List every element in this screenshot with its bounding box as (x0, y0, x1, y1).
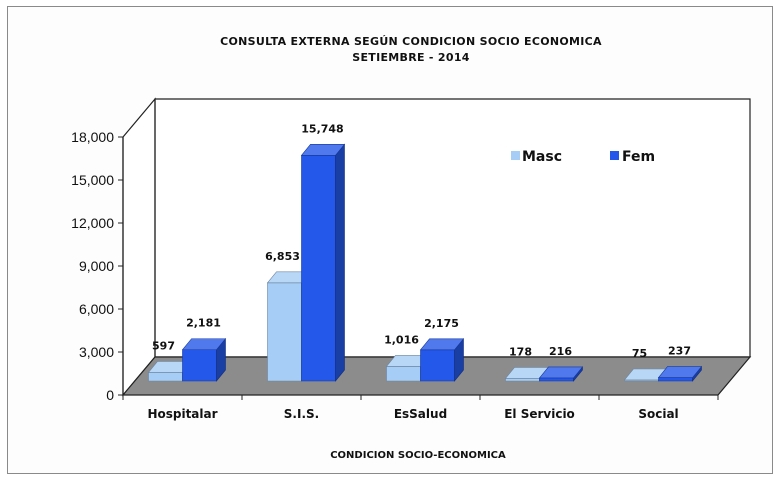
data-label-masc-hospitalar: 597 (152, 339, 175, 352)
x-tick-label: Hospitalar (147, 407, 217, 421)
bar-fem-essalud (419, 337, 465, 382)
bar-fem-hospitalar (181, 337, 227, 382)
y-axis: 0 3,000 6,000 9,000 12,000 15,000 18,000 (71, 129, 124, 403)
x-axis: Hospitalar S.I.S. EsSalud El Servicio Social (122, 395, 719, 421)
data-label-fem-el-servicio: 216 (549, 345, 572, 358)
data-label-masc-essalud: 1,016 (384, 333, 419, 346)
y-tick-label: 18,000 (71, 129, 114, 145)
x-tick-label: Social (638, 407, 678, 421)
x-tick-label: S.I.S. (284, 407, 319, 421)
chart-subtitle: SETIEMBRE - 2014 (352, 51, 470, 64)
x-axis-title: CONDICION SOCIO-ECONOMICA (330, 450, 506, 461)
data-label-fem-s-i-s: 15,748 (301, 122, 343, 135)
y-tick-label: 3,000 (79, 344, 114, 360)
y-tick-label: 0 (106, 387, 114, 403)
y-tick-label: 12,000 (71, 215, 114, 231)
bar-fem-social (657, 365, 703, 382)
chart-title: CONSULTA EXTERNA SEGÚN CONDICION SOCIO E… (220, 35, 602, 48)
legend: Masc Fem (511, 149, 655, 165)
data-label-fem-hospitalar: 2,181 (186, 317, 221, 330)
data-labels: 597 2,181 6,853 15,748 1,016 2,175 178 216 75 237 (152, 122, 691, 360)
legend-label-fem: Fem (622, 149, 655, 165)
data-label-masc-s-i-s: 6,853 (265, 250, 300, 263)
x-tick-label: EsSalud (394, 407, 447, 421)
legend-label-masc: Masc (522, 149, 562, 165)
bar-masc-social (623, 368, 669, 382)
data-label-masc-el-servicio: 178 (509, 345, 532, 358)
y-tick-label: 6,000 (79, 301, 114, 317)
legend-swatch-masc (511, 151, 520, 160)
data-label-masc-social: 75 (632, 347, 647, 360)
bars (147, 143, 703, 382)
y-tick-label: 9,000 (79, 258, 114, 274)
bar-masc-essalud (385, 354, 431, 382)
y-tick-label: 15,000 (71, 172, 114, 188)
data-label-fem-essalud: 2,175 (424, 317, 459, 330)
legend-swatch-fem (610, 151, 619, 160)
x-tick-label: El Servicio (504, 407, 575, 421)
bar-fem-s-i-s (300, 143, 346, 382)
bar-fem-el-servicio (538, 366, 584, 382)
data-label-fem-social: 237 (668, 345, 691, 358)
